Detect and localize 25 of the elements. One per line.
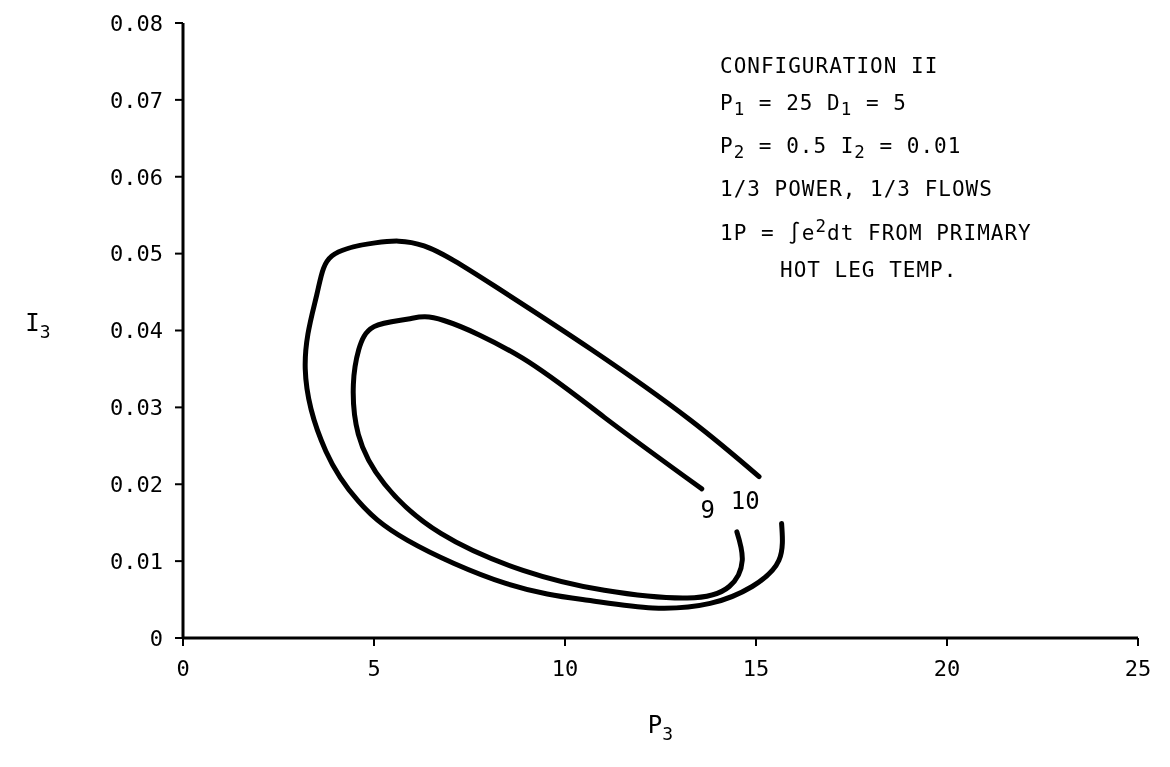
- y-tick-label: 0.07: [110, 87, 163, 113]
- series-label: 10: [730, 487, 760, 516]
- y-tick-label: 0.05: [110, 241, 163, 267]
- x-tick-label: 20: [933, 655, 961, 681]
- x-axis-title: P$_{3}$: [647, 711, 674, 745]
- y-axis-title: I$_{3}$: [25, 308, 51, 342]
- y-tick-label: 0: [149, 625, 163, 651]
- y-tick-label: 0.04: [110, 318, 163, 344]
- y-tick-label: 0.08: [110, 10, 163, 36]
- y-tick-label: 0.02: [110, 472, 163, 498]
- x-tick-label: 5: [367, 655, 381, 681]
- x-tick-label: 10: [551, 655, 579, 681]
- y-tick-label: 0.06: [110, 164, 163, 190]
- annotation: CONFIGURATION II: [720, 53, 940, 80]
- y-tick-label: 0.03: [110, 395, 163, 421]
- x-tick-label: 15: [742, 655, 770, 681]
- annotation: 1/3 POWER, 1/3 FLOWS: [720, 176, 994, 204]
- annotation: P$_{2}$ = 0.5 I$_{2}$ = 0.01: [720, 133, 963, 165]
- x-tick-label: 0: [176, 655, 190, 681]
- y-tick-label: 0.01: [110, 548, 163, 574]
- series-label: 9: [700, 495, 715, 524]
- x-tick-label: 25: [1124, 655, 1152, 681]
- annotation: 1P = ∫e$^{2}$dt FROM PRIMARY: [720, 215, 1032, 248]
- annotation: P$_{1}$ = 25 D$_{1}$ = 5: [720, 90, 908, 122]
- annotation: HOT LEG TEMP.: [779, 257, 959, 285]
